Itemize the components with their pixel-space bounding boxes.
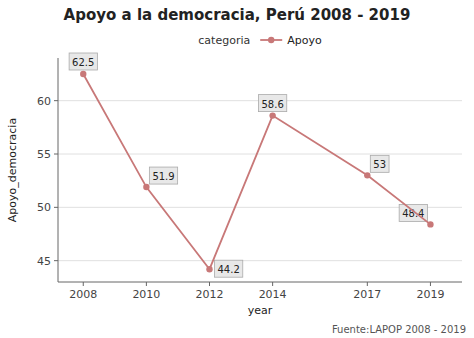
y-tick (54, 100, 58, 101)
x-tick (209, 282, 210, 286)
x-tick (367, 282, 368, 286)
x-axis (58, 282, 462, 283)
x-tick (430, 282, 431, 286)
title: Apoyo a la democracia, Perú 2008 - 2019 (64, 6, 411, 24)
y-tick-label: 55 (37, 148, 51, 161)
y-tick (54, 154, 58, 155)
x-tick-label: 2012 (196, 288, 224, 301)
x-tick-label: 2019 (416, 288, 444, 301)
y-tick-label: 45 (37, 255, 51, 268)
data-label: 51.9 (149, 167, 177, 184)
marker (143, 184, 149, 190)
legend-label: Apoyo (287, 34, 322, 47)
x-tick (272, 282, 273, 286)
grid-line (58, 260, 462, 261)
data-label-box (215, 260, 243, 277)
legend-title: categoria (198, 34, 250, 47)
marker (427, 221, 433, 227)
marker (269, 112, 275, 118)
legend: categoria Apoyo (198, 34, 322, 47)
x-tick (83, 282, 84, 286)
data-label: 62.5 (69, 53, 97, 70)
data-label-text: 44.2 (218, 264, 240, 275)
data-label-box (149, 167, 177, 184)
data-label-text: 53 (373, 159, 386, 170)
data-label-box (258, 95, 286, 112)
data-label-box (370, 155, 389, 172)
x-axis-label: year (248, 304, 273, 317)
data-label: 53 (370, 155, 389, 172)
y-tick-label: 50 (37, 201, 51, 214)
x-tick-label: 2010 (132, 288, 160, 301)
y-axis (58, 58, 59, 282)
marker (80, 71, 86, 77)
y-tick-label: 60 (37, 95, 51, 108)
y-axis-label: Apoyo_democracia (6, 118, 19, 222)
data-label: 44.2 (215, 260, 243, 277)
source: Fuente:LAPOP 2008 - 2019 (332, 324, 466, 335)
x-tick-label: 2014 (259, 288, 287, 301)
line (83, 74, 430, 269)
background (0, 0, 474, 338)
data-label-box (69, 53, 97, 70)
marker (206, 266, 212, 272)
data-labels: 62.551.944.258.65348.4 (69, 53, 427, 277)
marker (364, 172, 370, 178)
data-label-text: 58.6 (261, 99, 283, 110)
x-tick-label: 2008 (69, 288, 97, 301)
chart: Apoyo a la democracia, Perú 2008 - 2019 4… (0, 0, 474, 338)
series (80, 71, 434, 273)
x-tick-label: 2017 (353, 288, 381, 301)
data-label: 58.6 (258, 95, 286, 112)
data-label-text: 51.9 (152, 171, 174, 182)
data-label-text: 62.5 (72, 57, 94, 68)
y-tick (54, 207, 58, 208)
y-tick (54, 260, 58, 261)
x-tick (146, 282, 147, 286)
legend-marker (268, 37, 274, 43)
grid-line (58, 154, 462, 155)
grid (58, 101, 462, 261)
